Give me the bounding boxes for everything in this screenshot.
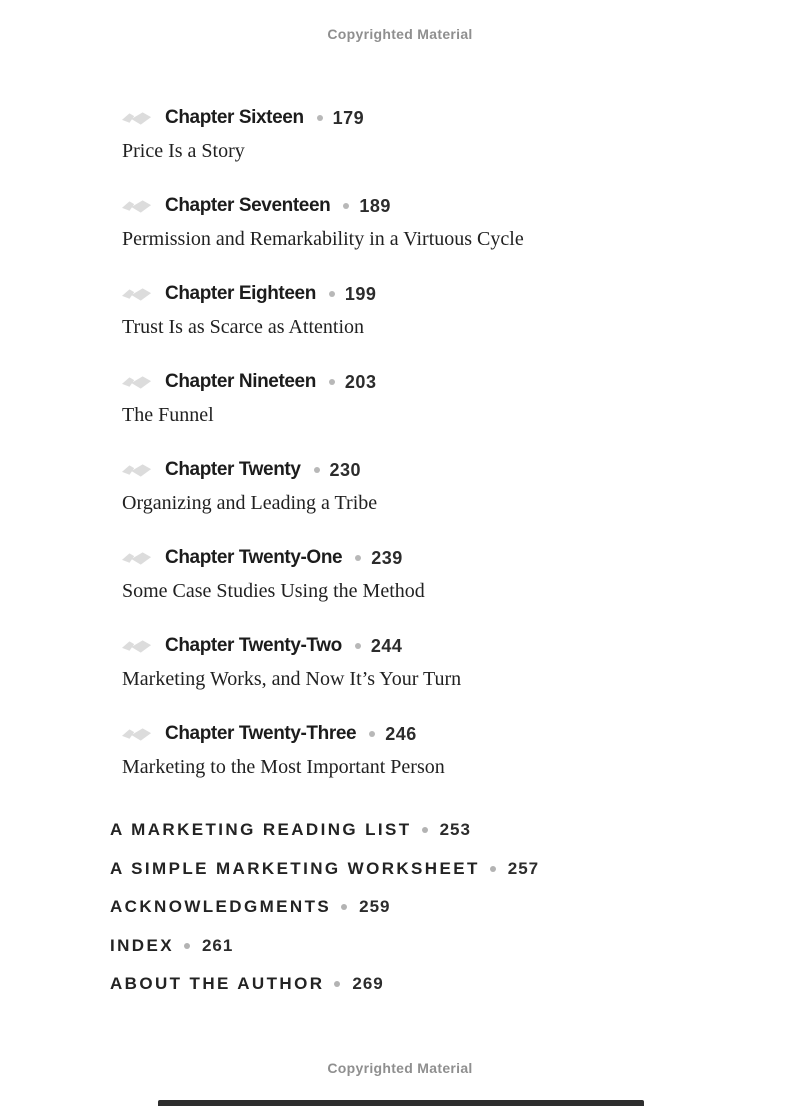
chapter-subtitle: Some Case Studies Using the Method (122, 580, 425, 602)
toc-back-matter-list: A MARKETING READING LIST 253 A SIMPLE MA… (110, 820, 770, 1013)
dot-separator (334, 981, 341, 987)
chapter-page-number: 199 (344, 284, 377, 304)
chapter-page-number: 230 (329, 460, 362, 480)
back-matter-page-number: 261 (201, 935, 234, 955)
back-matter-entry: ABOUT THE AUTHOR 269 (110, 974, 770, 994)
chapter-page-number: 203 (344, 372, 377, 392)
back-matter-title: ACKNOWLEDGMENTS (110, 897, 332, 916)
home-indicator-bar (158, 1100, 644, 1106)
dot-separator (328, 379, 335, 385)
chapter-title: Chapter Twenty (165, 459, 301, 480)
copyright-notice-top: Copyrighted Material (327, 26, 473, 42)
scribble-arrow-icon (122, 287, 152, 301)
chapter-page-number: 239 (371, 548, 403, 568)
toc-entry: Chapter Seventeen 189 Permission and Rem… (122, 193, 770, 253)
chapter-page-number: 244 (370, 636, 403, 656)
chapter-page-number: 246 (385, 724, 417, 744)
toc-chapter-list: Chapter Sixteen 179 Price Is a Story Cha… (122, 105, 770, 809)
toc-entry: Chapter Eighteen 199 Trust Is as Scarce … (122, 281, 770, 341)
chapter-subtitle: Trust Is as Scarce as Attention (122, 316, 365, 338)
toc-entry: Chapter Twenty-Two 244 Marketing Works, … (122, 633, 770, 693)
dot-separator (316, 115, 323, 121)
scribble-arrow-icon (122, 727, 152, 741)
dot-separator (313, 467, 320, 473)
chapter-title: Chapter Eighteen (165, 283, 316, 304)
scribble-arrow-icon (122, 551, 152, 565)
toc-entry: Chapter Twenty-One 239 Some Case Studies… (122, 545, 770, 605)
chapter-subtitle: Permission and Remarkability in a Virtuo… (122, 228, 524, 250)
back-matter-page-number: 259 (359, 897, 391, 916)
dot-separator (343, 203, 350, 209)
back-matter-title: ABOUT THE AUTHOR (110, 974, 325, 993)
chapter-subtitle: Price Is a Story (122, 140, 245, 162)
chapter-subtitle: Marketing Works, and Now It’s Your Turn (122, 668, 462, 690)
dot-separator (354, 643, 361, 649)
chapter-title: Chapter Nineteen (165, 371, 316, 392)
back-matter-entry: A SIMPLE MARKETING WORKSHEET 257 (110, 859, 770, 879)
back-matter-title: A SIMPLE MARKETING WORKSHEET (110, 858, 480, 878)
dot-separator (341, 904, 348, 910)
dot-separator (328, 291, 335, 297)
chapter-title: Chapter Twenty-Three (165, 723, 357, 744)
scribble-arrow-icon (122, 375, 152, 389)
back-matter-page-number: 257 (507, 858, 540, 878)
back-matter-entry: INDEX 261 (110, 936, 770, 956)
chapter-title: Chapter Twenty-Two (165, 635, 342, 656)
toc-entry: Chapter Nineteen 203 The Funnel (122, 369, 770, 429)
chapter-page-number: 179 (332, 108, 365, 128)
back-matter-entry: A MARKETING READING LIST 253 (110, 820, 770, 840)
back-matter-entry: ACKNOWLEDGMENTS 259 (110, 897, 770, 917)
chapter-subtitle: Marketing to the Most Important Person (122, 756, 445, 778)
dot-separator (421, 827, 428, 833)
chapter-title: Chapter Twenty-One (165, 547, 343, 568)
scribble-arrow-icon (122, 639, 152, 653)
chapter-subtitle: Organizing and Leading a Tribe (122, 492, 378, 514)
back-matter-title: A MARKETING READING LIST (110, 820, 412, 839)
chapter-title: Chapter Seventeen (165, 195, 331, 216)
scribble-arrow-icon (122, 463, 152, 477)
back-matter-page-number: 253 (439, 820, 471, 839)
dot-separator (369, 731, 376, 737)
copyright-notice-bottom: Copyrighted Material (327, 1060, 473, 1076)
chapter-title: Chapter Sixteen (165, 107, 304, 128)
toc-entry: Chapter Twenty-Three 246 Marketing to th… (122, 721, 770, 781)
back-matter-page-number: 269 (352, 974, 384, 993)
scribble-arrow-icon (122, 111, 152, 125)
scribble-arrow-icon (122, 199, 152, 213)
toc-entry: Chapter Sixteen 179 Price Is a Story (122, 105, 770, 165)
dot-separator (183, 942, 190, 949)
back-matter-title: INDEX (110, 935, 174, 955)
toc-entry: Chapter Twenty 230 Organizing and Leadin… (122, 457, 770, 517)
chapter-page-number: 189 (359, 196, 391, 216)
dot-separator (489, 865, 496, 872)
dot-separator (355, 555, 362, 561)
chapter-subtitle: The Funnel (122, 404, 214, 426)
